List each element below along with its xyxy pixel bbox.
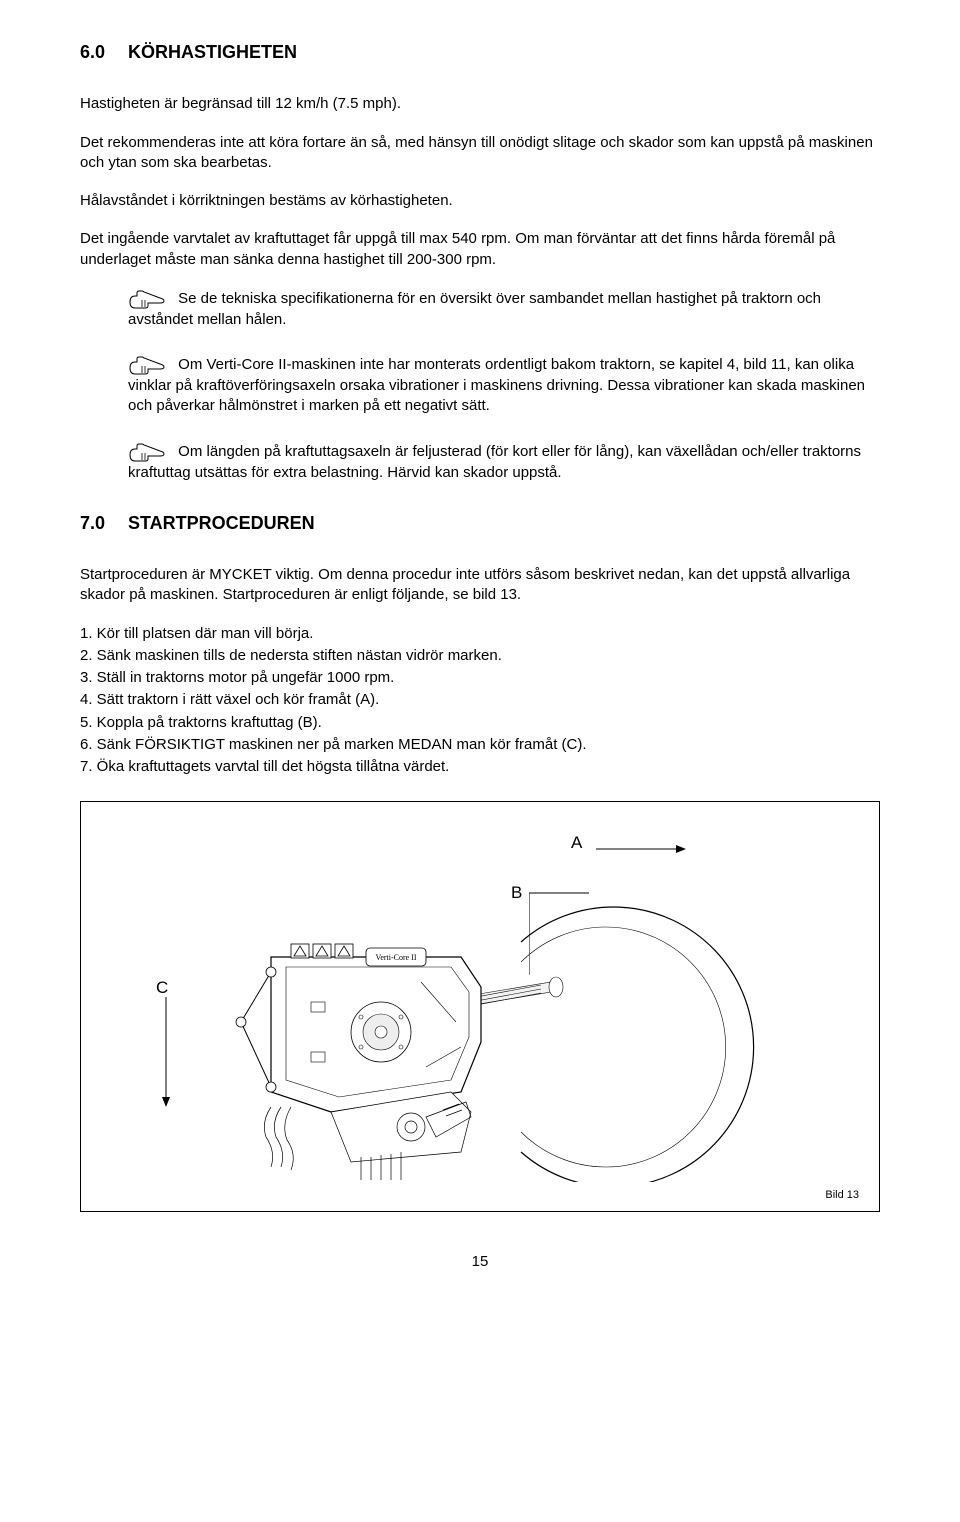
section7-intro: Startproceduren är MYCKET viktig. Om den… xyxy=(80,565,880,606)
step-item: 6. Sänk FÖRSIKTIGT maskinen ner på marke… xyxy=(80,735,880,755)
figure-13: A B C xyxy=(80,801,880,1212)
arrow-a-icon xyxy=(596,840,686,860)
section7-num: 7.0 xyxy=(80,511,128,535)
figure-caption: Bild 13 xyxy=(101,1188,859,1203)
step-item: 4. Sätt traktorn i rätt växel och kör fr… xyxy=(80,690,880,710)
step-item: 5. Koppla på traktorns kraftuttag (B). xyxy=(80,713,880,733)
step-item: 2. Sänk maskinen tills de nedersta stift… xyxy=(80,646,880,666)
section6-p1: Hastigheten är begränsad till 12 km/h (7… xyxy=(80,94,880,114)
pointing-hand-icon xyxy=(128,441,166,463)
note2-text: Om Verti-Core II-maskinen inte har monte… xyxy=(128,356,865,414)
step-item: 3. Ställ in traktorns motor på ungefär 1… xyxy=(80,668,880,688)
svg-text:Verti-Core II: Verti-Core II xyxy=(375,953,416,962)
section7-title: STARTPROCEDUREN xyxy=(128,513,315,533)
section6-num: 6.0 xyxy=(80,40,128,64)
section6-title: KÖRHASTIGHETEN xyxy=(128,42,297,62)
section6-heading: 6.0KÖRHASTIGHETEN xyxy=(80,40,880,64)
steps-list: 1. Kör till platsen där man vill börja. … xyxy=(80,624,880,778)
section6-p4: Det ingående varvtalet av kraftuttaget f… xyxy=(80,229,880,270)
step-item: 7. Öka kraftuttagets varvtal till det hö… xyxy=(80,757,880,777)
page-number: 15 xyxy=(80,1252,880,1272)
section6-p2: Det rekommenderas inte att köra fortare … xyxy=(80,133,880,174)
section7-heading: 7.0STARTPROCEDUREN xyxy=(80,511,880,535)
figure-canvas: A B C xyxy=(101,822,859,1182)
note1-block: Se de tekniska specifikationerna för en … xyxy=(128,288,880,330)
arrow-c-icon xyxy=(161,997,171,1113)
pointing-hand-icon xyxy=(128,288,166,310)
note2-block: Om Verti-Core II-maskinen inte har monte… xyxy=(128,354,880,417)
pointing-hand-icon xyxy=(128,354,166,376)
note1-text: Se de tekniska specifikationerna för en … xyxy=(128,290,821,328)
step-item: 1. Kör till platsen där man vill börja. xyxy=(80,624,880,644)
note3-block: Om längden på kraftuttagsaxeln är feljus… xyxy=(128,441,880,483)
section6-p3: Hålavståndet i körriktningen bestäms av … xyxy=(80,191,880,211)
note3-text: Om längden på kraftuttagsaxeln är feljus… xyxy=(128,443,861,481)
figure-label-a: A xyxy=(571,832,582,855)
machine-diagram-icon: Verti-Core II xyxy=(211,902,771,1188)
